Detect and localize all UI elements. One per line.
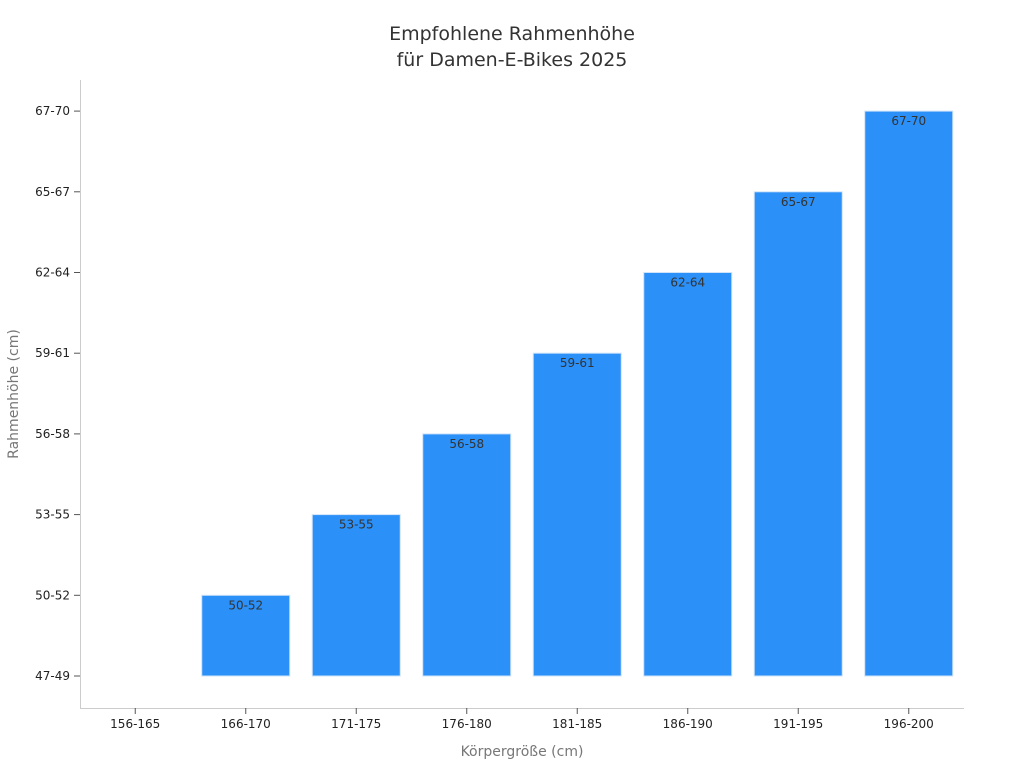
x-tick-label: 181-185 (552, 717, 602, 731)
y-tick-label: 62-64 (35, 266, 70, 280)
x-axis-ticks: 156-165 166-170 171-175 176-180 181-185 186-1… (110, 708, 934, 731)
bar-186-190 (643, 272, 733, 677)
bar-data-label: 67-70 (891, 114, 926, 128)
bar-166-170 (201, 594, 291, 677)
y-tick-label: 59-61 (35, 346, 70, 360)
bar-191-195 (753, 191, 843, 677)
x-tick-label: 166-170 (221, 717, 271, 731)
x-tick-label: 171-175 (331, 717, 381, 731)
bar-171-175 (311, 514, 401, 677)
bar-176-180 (422, 433, 512, 677)
bar-data-label: 59-61 (560, 356, 595, 370)
bar-data-label: 56-58 (449, 437, 484, 451)
y-tick-label: 53-55 (35, 508, 70, 522)
x-tick-label: 176-180 (442, 717, 492, 731)
bar-196-200 (864, 110, 954, 677)
y-tick-label: 50-52 (35, 588, 70, 602)
bar-data-label: 65-67 (781, 195, 816, 209)
bar-181-185 (532, 352, 622, 677)
x-tick-label: 196-200 (884, 717, 934, 731)
bar-data-labels: 50-52 53-55 56-58 59-61 62-64 65-67 67-70 (228, 114, 926, 612)
chart-title-line-1: Empfohlene Rahmenhöhe (389, 23, 635, 45)
y-axis-ticks: 47-49 50-52 53-55 56-58 59-61 62-64 65-67 67-70 (35, 104, 80, 683)
x-tick-label: 156-165 (110, 717, 160, 731)
y-axis-label: Rahmenhöhe (cm) (6, 329, 22, 459)
x-tick-label: 191-195 (773, 717, 823, 731)
chart-title: Empfohlene Rahmenhöhe für Damen-E-Bikes … (389, 23, 635, 71)
y-tick-label: 56-58 (35, 427, 70, 441)
y-tick-label: 47-49 (35, 669, 70, 683)
x-tick-label: 186-190 (663, 717, 713, 731)
chart-title-line-2: für Damen-E-Bikes 2025 (397, 49, 628, 71)
bar-data-label: 50-52 (228, 598, 263, 612)
y-tick-label: 65-67 (35, 185, 70, 199)
bar-data-label: 62-64 (670, 276, 705, 290)
y-tick-label: 67-70 (35, 104, 70, 118)
x-axis-label: Körpergröße (cm) (461, 744, 584, 760)
bars (201, 110, 954, 677)
bar-data-label: 53-55 (339, 518, 374, 532)
